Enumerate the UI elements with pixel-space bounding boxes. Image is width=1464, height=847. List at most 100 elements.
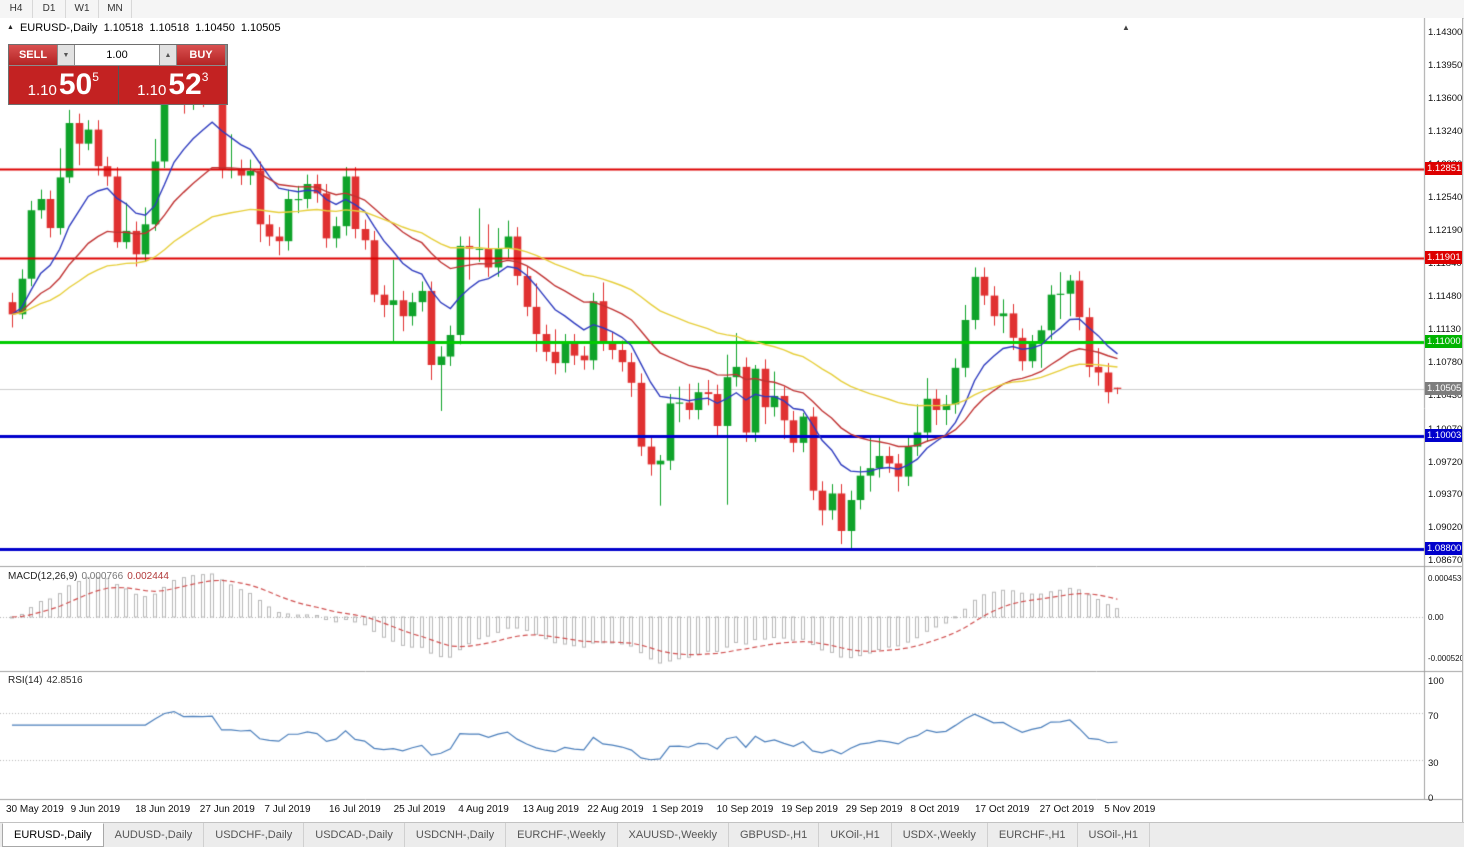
timeframe-w1-button[interactable]: W1 — [66, 0, 99, 18]
date-axis-label: 13 Aug 2019 — [522, 804, 579, 815]
down-arrow-icon: ▼ — [62, 51, 70, 59]
date-axis-label: 10 Sep 2019 — [716, 804, 774, 815]
rsi-panel-splitter[interactable] — [0, 669, 1462, 674]
collapse-chart-icon[interactable]: ▲ — [7, 23, 14, 31]
date-axis-label: 25 Jul 2019 — [393, 804, 446, 815]
date-axis-label: 9 Jun 2019 — [70, 804, 121, 815]
timeframe-toolbar: H4 D1 W1 MN — [0, 0, 1464, 19]
price-axis-label: 1.10430 — [1428, 389, 1463, 401]
rsi-axis-label: 30 — [1428, 757, 1439, 769]
price-axis-label: 1.09720 — [1428, 456, 1463, 468]
date-axis-label: 17 Oct 2019 — [975, 804, 1030, 815]
price-axis-label: 1.14300 — [1428, 27, 1463, 38]
sell-price-prefix: 1.10 — [27, 82, 57, 99]
date-axis-label: 1 Sep 2019 — [652, 804, 704, 815]
volume-input[interactable] — [75, 45, 159, 65]
price-tag: 1.08800 — [1425, 541, 1462, 555]
date-axis-label: 18 Jun 2019 — [135, 804, 191, 815]
macd-panel-splitter[interactable] — [0, 564, 1462, 569]
volume-decrease-button[interactable]: ▼ — [58, 45, 74, 65]
macd-axis-label: 0.0004536 — [1428, 574, 1463, 583]
chart-tab-ukoil-h1[interactable]: UKOil-,H1 — [819, 823, 892, 847]
chart-tab-gbpusd-h1[interactable]: GBPUSD-,H1 — [729, 823, 820, 847]
chart-tab-usdchf-daily[interactable]: USDCHF-,Daily — [204, 823, 305, 847]
buy-price-sup: 3 — [201, 70, 209, 84]
date-axis-label: 19 Sep 2019 — [781, 804, 838, 815]
price-tag: 1.10505 — [1425, 381, 1462, 395]
price-axis-label: 1.13950 — [1428, 59, 1463, 71]
chart-tab-usdcad-daily[interactable]: USDCAD-,Daily — [304, 823, 405, 847]
rsi-value: 42.8516 — [46, 675, 83, 686]
volume-increase-button[interactable]: ▲ — [160, 45, 176, 65]
timeframe-mn-button[interactable]: MN — [99, 0, 132, 18]
sell-price-big: 50 — [58, 68, 93, 101]
chart-tab-eurchf-h1[interactable]: EURCHF-,H1 — [988, 823, 1078, 847]
chart-tab-usdcnh-daily[interactable]: USDCNH-,Daily — [405, 823, 507, 847]
buy-price-prefix: 1.10 — [137, 82, 167, 99]
buy-button[interactable]: BUY — [177, 45, 225, 65]
sell-price-display[interactable]: 1.10 50 5 — [9, 66, 118, 104]
up-arrow-icon: ▲ — [164, 51, 172, 59]
marker-arrow-icon: ▲ — [1122, 23, 1130, 32]
chart-symbol-label: EURUSD-,Daily — [19, 22, 98, 34]
rsi-axis-label: 70 — [1428, 711, 1439, 723]
price-tag: 1.11000 — [1425, 335, 1462, 349]
date-axis-label: 7 Jul 2019 — [264, 804, 311, 815]
chart-window: ▲ EURUSD-,Daily 1.10518 1.10518 1.10450 … — [0, 18, 1463, 822]
price-tag: 1.10003 — [1425, 428, 1462, 442]
macd-name: MACD(12,26,9) — [8, 571, 78, 582]
price-chart-canvas[interactable] — [0, 18, 1462, 822]
chart-tab-usoil-h1[interactable]: USOil-,H1 — [1078, 823, 1151, 847]
date-axis-label: 16 Jul 2019 — [329, 804, 381, 815]
sell-price-sup: 5 — [92, 70, 99, 84]
bar-high-value: 1.10518 — [149, 22, 190, 34]
chart-tabs-bar: EURUSD-,Daily AUDUSD-,Daily USDCHF-,Daily U… — [0, 822, 1464, 847]
sell-button[interactable]: SELL — [9, 45, 57, 65]
bar-open-value: 1.10518 — [103, 22, 144, 34]
bar-close-value: 1.10505 — [240, 22, 281, 34]
date-axis-label: 27 Jun 2019 — [199, 804, 255, 815]
date-axis-label: 5 Nov 2019 — [1104, 804, 1156, 815]
price-axis-label: 1.12190 — [1428, 224, 1463, 236]
buy-price-big: 52 — [168, 68, 202, 101]
buy-price-display[interactable]: 1.10 52 3 — [118, 66, 227, 104]
price-axis-label: 1.13240 — [1428, 126, 1463, 138]
date-axis-label: 30 May 2019 — [6, 804, 64, 815]
ohlc-readout: ▲ EURUSD-,Daily 1.10518 1.10518 1.10450 … — [7, 22, 281, 34]
date-axis-label: 4 Aug 2019 — [458, 804, 509, 815]
macd-signal-value: 0.002444 — [127, 571, 169, 582]
date-axis-label: 8 Oct 2019 — [910, 804, 960, 815]
date-axis-label: 22 Aug 2019 — [587, 804, 644, 815]
rsi-axis-label: 100 — [1428, 676, 1444, 687]
price-axis-label: 1.12540 — [1428, 192, 1463, 204]
chart-tab-usdx-weekly[interactable]: USDX-,Weekly — [892, 823, 988, 847]
price-axis-label: 1.09020 — [1428, 522, 1463, 534]
chart-tab-audusd-daily[interactable]: AUDUSD-,Daily — [104, 823, 205, 847]
rsi-name: RSI(14) — [8, 675, 43, 686]
macd-indicator-label: MACD(12,26,9) 0.000766 0.002444 — [8, 571, 169, 582]
price-axis-label: 1.13600 — [1428, 92, 1463, 104]
macd-axis-label: -0.0005205 — [1428, 654, 1462, 663]
timeframe-h4-button[interactable]: H4 — [0, 0, 33, 18]
price-axis-label: 1.09370 — [1428, 489, 1463, 501]
macd-main-value: 0.000766 — [81, 571, 124, 582]
price-axis-label: 1.10780 — [1428, 357, 1463, 369]
price-axis-label: 1.08670 — [1428, 555, 1463, 566]
timeframe-d1-button[interactable]: D1 — [33, 0, 66, 18]
price-axis-label: 1.11130 — [1428, 324, 1461, 336]
date-axis-label: 27 Oct 2019 — [1039, 804, 1095, 815]
rsi-axis-label: 0 — [1428, 793, 1434, 804]
chart-tab-xauusd-weekly[interactable]: XAUUSD-,Weekly — [618, 823, 729, 847]
price-tag: 1.11901 — [1425, 250, 1462, 264]
price-tag: 1.12851 — [1425, 161, 1462, 175]
trade-controls-row: SELL ▼ ▲ BUY — [9, 45, 227, 65]
chart-tab-eurusd-daily[interactable]: EURUSD-,Daily — [2, 823, 104, 847]
trade-prices-row: 1.10 50 5 1.10 52 3 — [9, 66, 227, 104]
macd-axis-label: 0.00 — [1428, 613, 1444, 622]
price-axis-label: 1.11480 — [1428, 291, 1462, 303]
chart-tab-eurchf-weekly[interactable]: EURCHF-,Weekly — [506, 823, 618, 847]
date-axis-label: 29 Sep 2019 — [845, 804, 903, 815]
bar-low-value: 1.10450 — [195, 22, 235, 34]
